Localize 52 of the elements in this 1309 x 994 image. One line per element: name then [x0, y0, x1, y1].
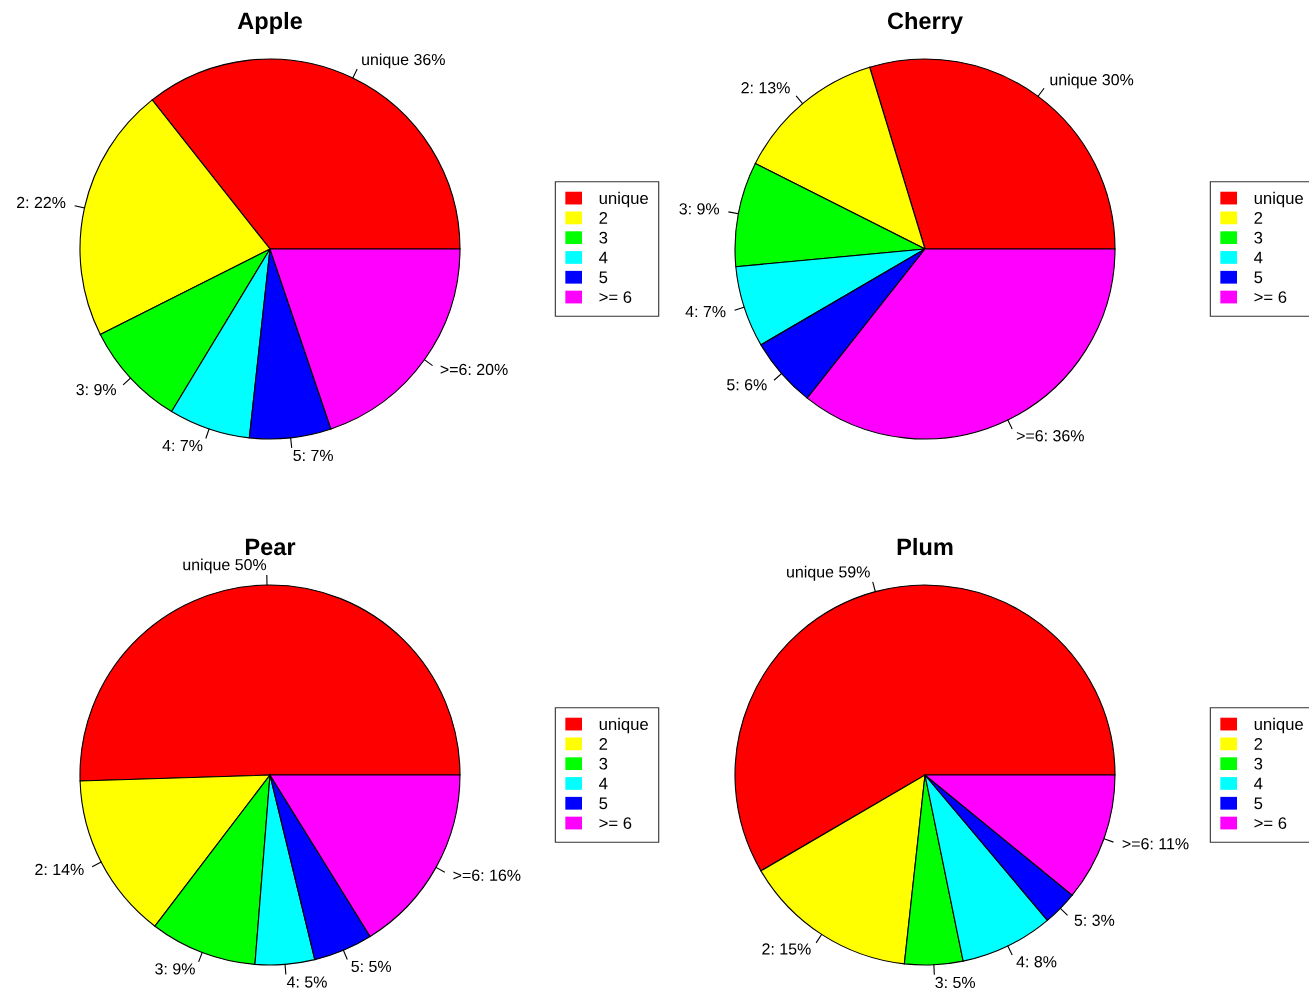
data-label: 3: 9% — [155, 963, 195, 975]
chart-title: Cherry — [887, 11, 963, 34]
data-label: 2: 22% — [17, 196, 66, 209]
legend-label: 2 — [1254, 738, 1263, 750]
data-label: 3: 5% — [935, 976, 976, 989]
data-label: 2: 14% — [35, 863, 84, 875]
chart-title: Plum — [897, 537, 953, 556]
legend-label: 5 — [599, 797, 608, 810]
legend-label: unique — [1254, 191, 1303, 208]
data-label: 5: 5% — [351, 960, 392, 973]
data-label: 3: 9% — [679, 203, 720, 215]
legend-label: >= 6 — [1254, 291, 1287, 303]
data-label: >=6: 11% — [1122, 838, 1189, 850]
chart-title: Pear — [245, 538, 296, 556]
legend-label: 3 — [1254, 231, 1263, 244]
legend-label: unique — [599, 717, 648, 734]
data-label: 5: 3% — [1074, 914, 1115, 926]
legend-label: >= 6 — [1254, 817, 1287, 829]
legend-label: 2 — [599, 212, 608, 224]
data-label: >=6: 20% — [440, 363, 508, 376]
data-label: 2: 13% — [741, 82, 790, 94]
legend-label: 2 — [1254, 212, 1263, 224]
data-label: 5: 7% — [293, 449, 333, 462]
data-label: 2: 15% — [762, 943, 811, 955]
legend-label: 3 — [599, 757, 608, 770]
legend-label: 5 — [1254, 271, 1263, 284]
data-label: 4: 5% — [286, 976, 327, 988]
legend-label: 4 — [599, 777, 608, 790]
legend-label: 4 — [1254, 777, 1263, 790]
data-label: 4: 8% — [1016, 956, 1057, 968]
data-label: unique 30% — [1050, 73, 1134, 89]
data-label: >=6: 36% — [1016, 430, 1084, 442]
legend-label: >= 6 — [599, 291, 632, 303]
data-label: 3: 9% — [76, 383, 117, 396]
legend-label: unique — [599, 191, 648, 208]
data-label: 4: 7% — [162, 440, 203, 452]
legend-label: unique — [1254, 717, 1303, 734]
data-label: 4: 7% — [685, 306, 726, 318]
legend-label: 3 — [1254, 757, 1263, 770]
data-label: 5: 6% — [727, 379, 767, 391]
legend-label: 4 — [1254, 251, 1263, 264]
legend-label: 5 — [599, 271, 608, 284]
data-label: >=6: 16% — [453, 869, 521, 881]
legend-label: 3 — [599, 231, 608, 244]
chart-title: Apple — [237, 11, 302, 34]
legend-label: 5 — [1254, 797, 1263, 810]
data-label: unique 36% — [362, 53, 445, 69]
data-label: unique 59% — [787, 565, 870, 581]
legend-label: >= 6 — [599, 817, 632, 829]
legend-label: 4 — [599, 251, 608, 264]
legend-label: 2 — [599, 738, 608, 750]
data-label: unique 50% — [183, 558, 267, 574]
